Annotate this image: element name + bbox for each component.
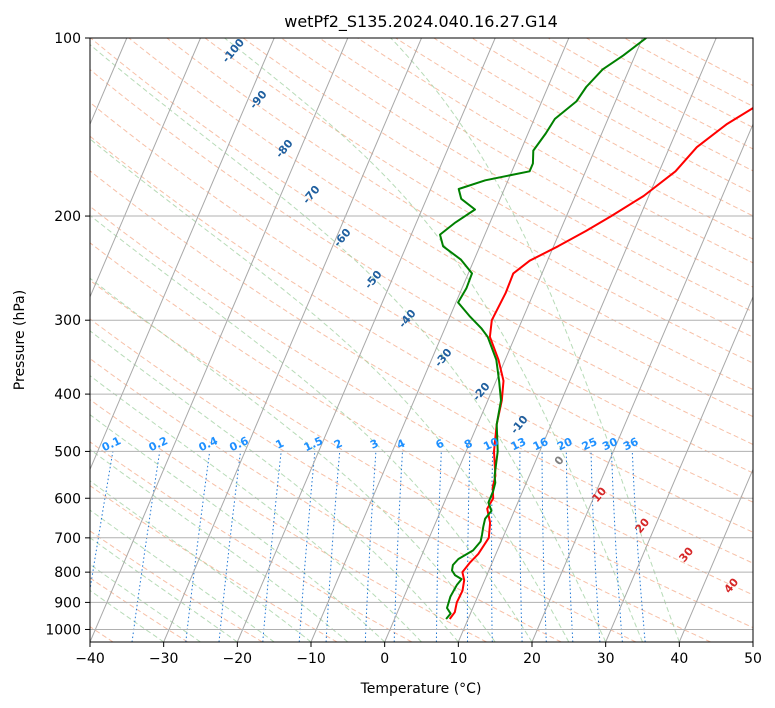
mixing-ratio-line: [393, 451, 403, 642]
chart-title: wetPf2_S135.2024.040.16.27.G14: [284, 12, 558, 32]
x-tick-label: −10: [296, 651, 326, 667]
isotherm-line: [310, 38, 570, 642]
isotherm-line: [90, 38, 349, 642]
x-tick-label: 0: [380, 651, 389, 667]
isotherm-line: [90, 38, 201, 299]
grid-lines: [90, 38, 753, 642]
moist-adiabat-line: [90, 214, 533, 642]
dry-adiabat-line: [204, 38, 753, 364]
x-tick-label: −30: [149, 651, 179, 667]
dry-adiabat-line: [509, 38, 753, 172]
dry-adiabat-line: [395, 38, 753, 240]
series-lines: [439, 38, 753, 620]
y-tick-label: 400: [54, 387, 81, 403]
y-tick-label: 1000: [45, 622, 81, 638]
mixing-ratio-line: [466, 451, 471, 642]
mixing-ratio-line: [541, 451, 547, 642]
mixing-ratio-line: [298, 451, 316, 642]
dry-adiabat-line: [90, 38, 753, 446]
x-tick-label: −20: [223, 651, 253, 667]
dewpoint-line: [439, 38, 647, 620]
dry-adiabat-line: [90, 242, 753, 629]
mixing-ratio-line: [364, 451, 377, 642]
mixing-ratio-line: [435, 451, 442, 642]
moist-adiabat-line: [90, 277, 496, 642]
x-tick-label: −40: [75, 651, 105, 667]
plot-frame: [89, 37, 754, 643]
dry-adiabat-line: [90, 68, 753, 474]
y-axis-ticks: 1000 900 800 700 600 500 400 300 200 100: [45, 31, 90, 638]
isotherm-line: [678, 468, 753, 642]
moist-adiabat-line: [90, 414, 386, 642]
moist-adiabat-line: [224, 38, 643, 642]
mixing-ratio-label: 36: [621, 435, 641, 453]
plot-background: [90, 38, 753, 642]
mixing-ratio-line: [519, 451, 523, 642]
mixing-ratio-label: 16: [531, 435, 551, 453]
mixing-ratio-line: [590, 451, 601, 642]
mixing-ratio-line: [565, 451, 574, 642]
mixing-ratio-label: 30: [600, 435, 620, 453]
mixing-ratio-line: [185, 451, 211, 642]
mixing-ratio-label: 20: [555, 435, 575, 453]
y-tick-label: 800: [54, 565, 81, 581]
isotherm-line: [752, 640, 753, 642]
x-tick-label: 50: [744, 651, 762, 667]
dry-adiabat-line: [242, 38, 753, 338]
moist-adiabat-line: [390, 38, 680, 642]
background-lines: [90, 38, 753, 642]
dry-adiabat-line: [90, 485, 338, 642]
moist-adiabat-line: [90, 43, 607, 642]
isotherm-line: [236, 38, 496, 642]
y-tick-label: 300: [54, 313, 81, 329]
dry-adiabat-line: [90, 101, 753, 503]
y-tick-label: 100: [54, 31, 81, 47]
y-tick-label: 600: [54, 491, 81, 507]
x-axis-ticks: −40 −30 −20 −10 0 10 20 30 40 50: [75, 642, 762, 667]
moist-adiabat-line: [90, 330, 459, 642]
temperature-line: [448, 106, 753, 620]
isotherm-line: [384, 38, 643, 642]
x-axis-label: Temperature (°C): [360, 681, 482, 697]
mixing-ratio-label: 25: [580, 435, 599, 453]
y-axis-label: Pressure (hPa): [12, 290, 28, 390]
mixing-ratio-line: [490, 451, 494, 642]
x-tick-label: 20: [523, 651, 541, 667]
isotherm-line: [163, 38, 422, 642]
moist-adiabat-line: [90, 537, 238, 642]
isotherm-line: [531, 122, 753, 642]
isotherm-line: [90, 38, 275, 471]
dry-adiabat-line: [90, 279, 711, 642]
dry-adiabat-line: [548, 38, 753, 150]
mixing-ratio-line: [262, 451, 282, 642]
mixing-ratio-line: [131, 451, 161, 642]
x-tick-label: 30: [597, 651, 615, 667]
isotherm-line: [605, 295, 753, 642]
y-tick-label: 900: [54, 595, 81, 611]
mixing-ratio-label: 13: [509, 435, 528, 453]
dry-adiabat-line: [90, 441, 413, 642]
mixing-ratio-line: [90, 451, 114, 593]
moist-adiabat-line: [90, 509, 275, 642]
dry-adiabat-line: [166, 38, 753, 391]
mixing-ratio-line: [218, 451, 241, 642]
mixing-ratio-label: 10: [481, 435, 501, 453]
y-tick-label: 500: [54, 444, 81, 460]
x-tick-label: 40: [670, 651, 688, 667]
dry-adiabat-line: [90, 135, 753, 533]
y-tick-label: 700: [54, 531, 81, 547]
isotherm-line: [457, 38, 717, 642]
dry-adiabat-line: [281, 38, 753, 313]
dry-adiabat-line: [90, 318, 637, 642]
dry-adiabat-line: [90, 530, 263, 642]
mixing-ratio-line: [325, 451, 341, 642]
mixing-ratio-line: [631, 451, 646, 642]
dry-adiabat-line: [90, 170, 753, 564]
moist-adiabat-line: [90, 138, 570, 642]
dry-adiabat-line: [433, 38, 753, 217]
x-tick-label: 10: [449, 651, 467, 667]
y-tick-label: 200: [54, 209, 81, 225]
dry-adiabat-line: [90, 205, 753, 596]
